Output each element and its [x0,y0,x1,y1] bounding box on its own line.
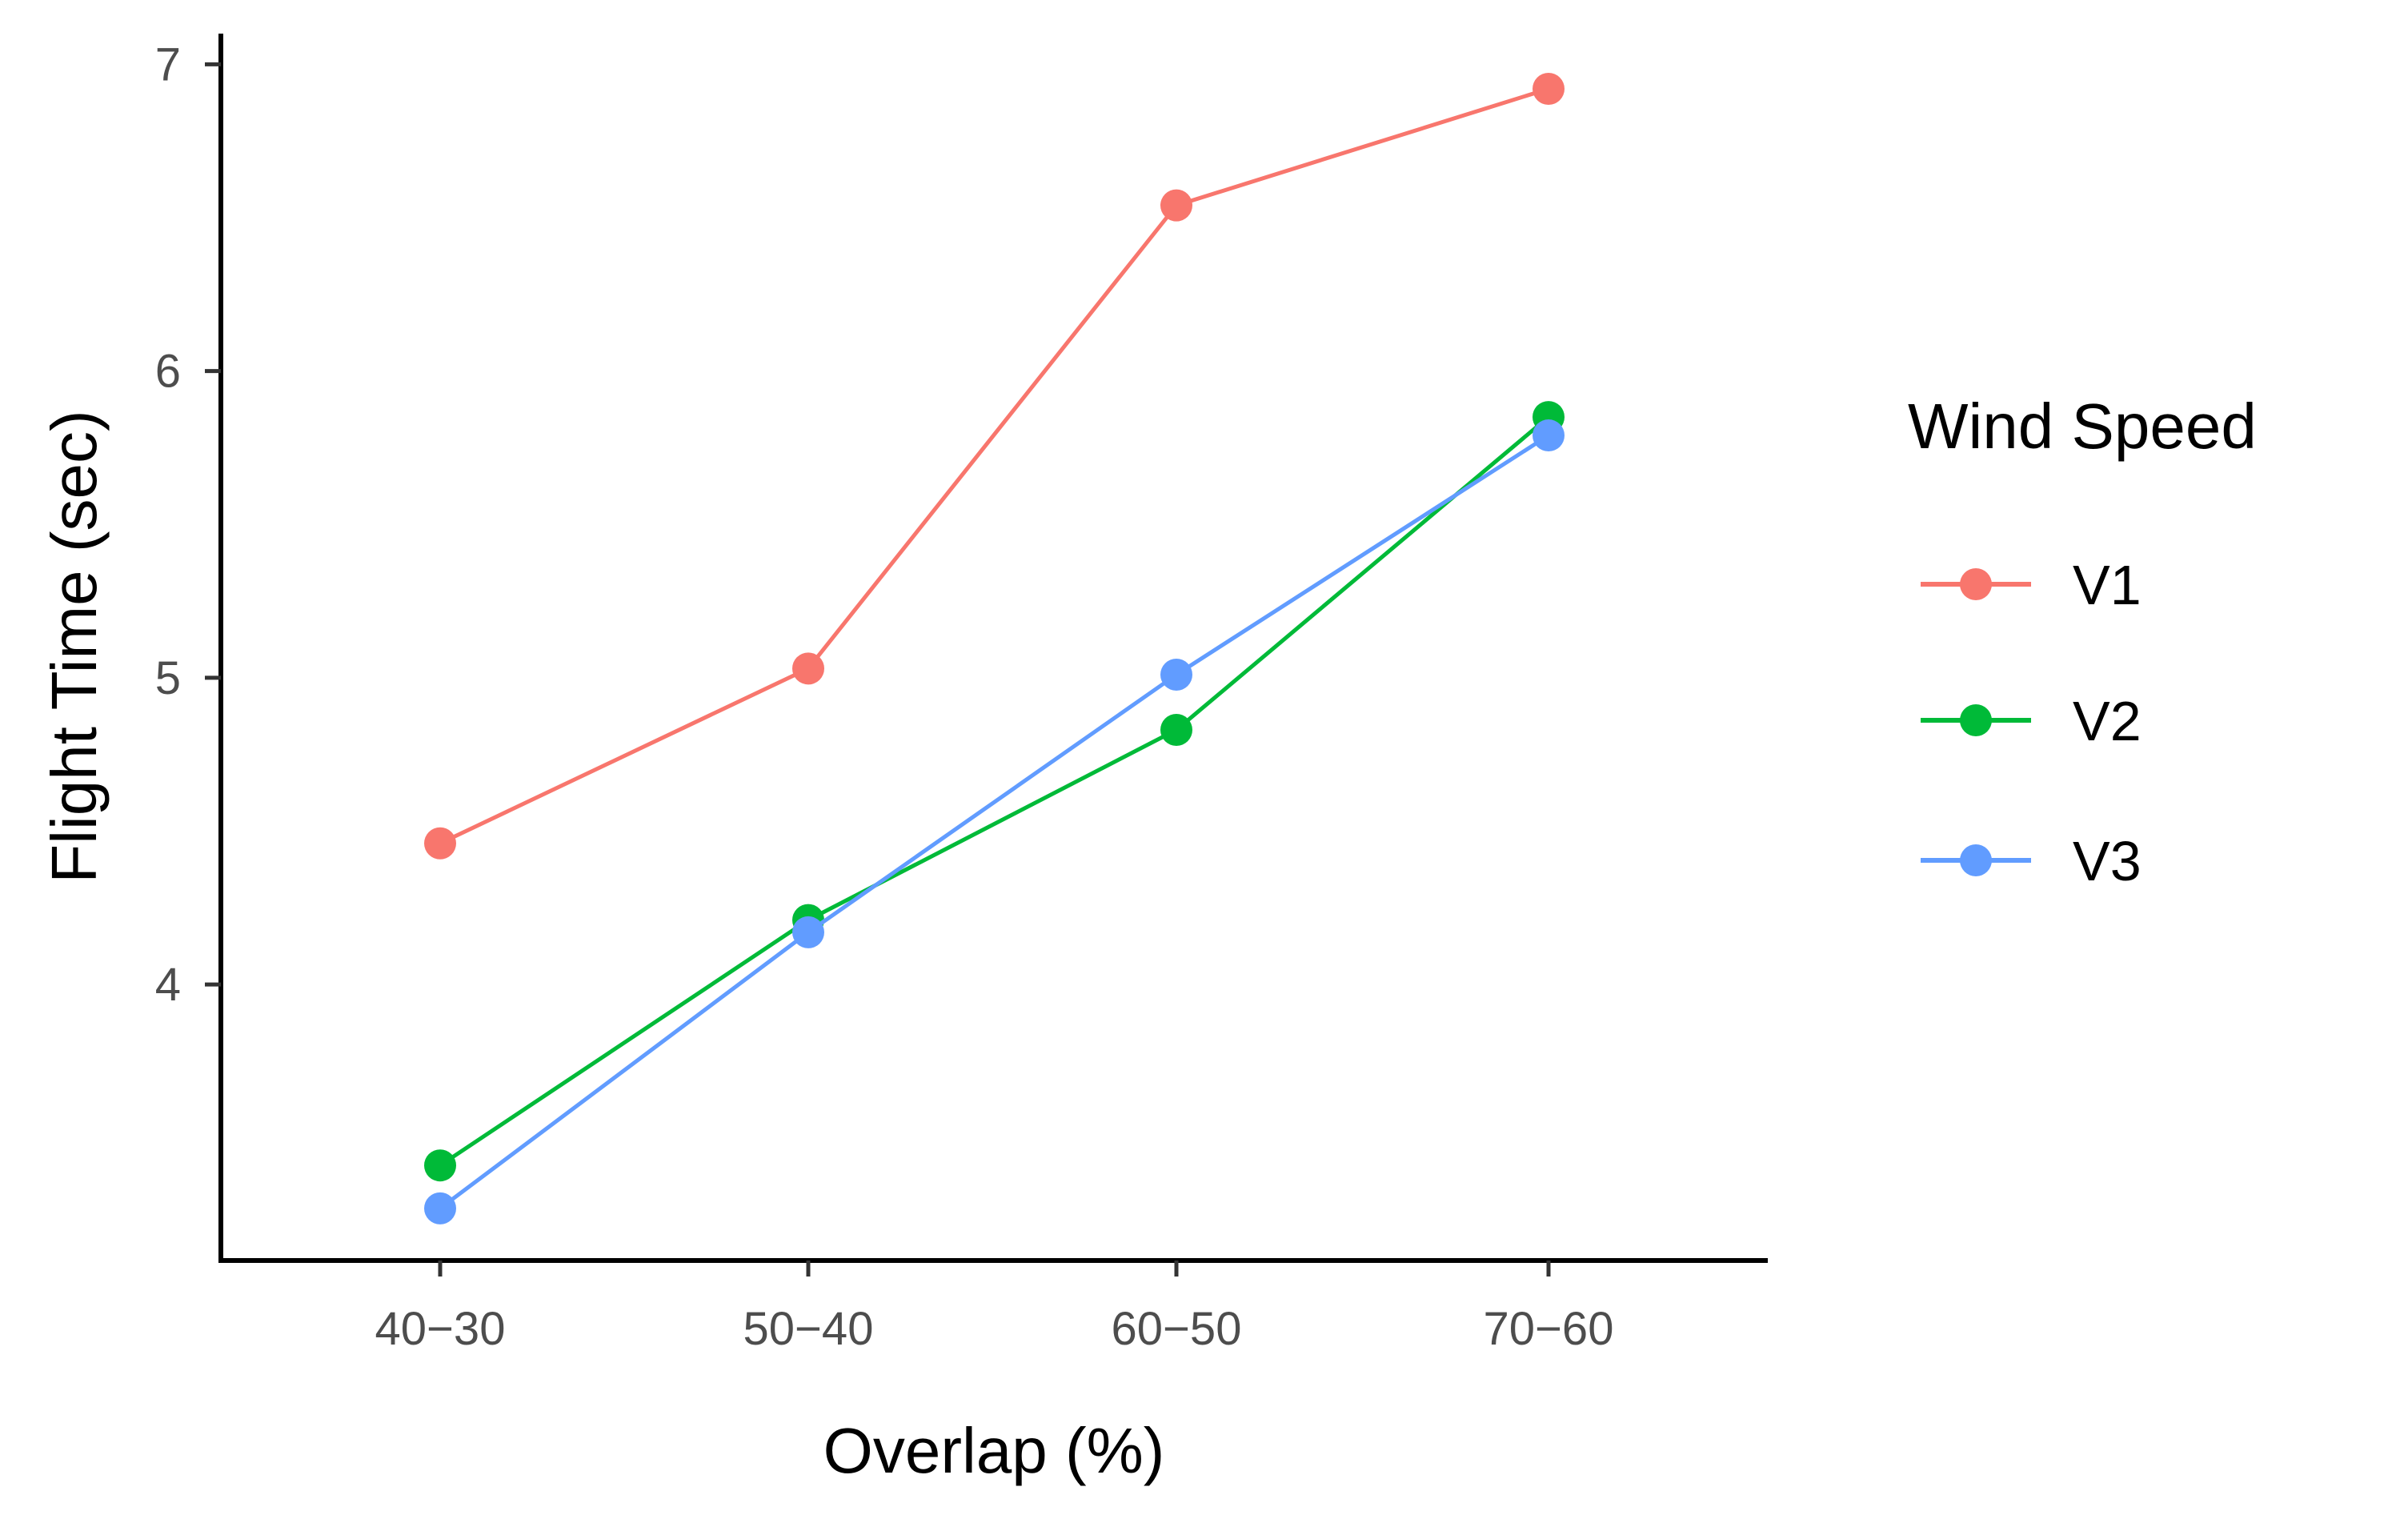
data-point [424,1149,456,1182]
legend-label: V2 [2073,690,2142,752]
data-point [792,652,824,685]
x-tick-label: 40−30 [375,1303,506,1355]
x-axis-title: Overlap (%) [823,1415,1165,1486]
y-axis-title: Flight Time (sec) [38,410,110,883]
x-tick-label: 70−60 [1484,1303,1614,1355]
x-tick-label: 50−40 [743,1303,874,1355]
data-point [792,916,824,948]
legend-item-v1: V1 [1921,554,2142,616]
y-tick-label: 6 [155,346,181,398]
series-v2 [424,401,1565,1182]
y-ticks: 4 5 6 7 [155,38,221,1011]
legend-label: V3 [2073,830,2142,892]
series-v1 [424,72,1565,860]
legend-key-point [1960,568,1992,600]
data-point [424,1192,456,1224]
y-tick-label: 5 [155,652,181,704]
legend-item-v2: V2 [1921,690,2142,752]
data-point [1160,658,1192,691]
series-line [439,433,1550,1210]
legend-label: V1 [2073,554,2142,616]
series-line [439,415,1550,1168]
x-ticks: 40−30 50−40 60−50 70−60 [375,1260,1614,1355]
legend: Wind Speed V1 V2 V3 [1908,391,2257,892]
x-tick-label: 60−50 [1112,1303,1242,1355]
series-v3 [424,419,1565,1224]
legend-items: V1 V2 V3 [1921,554,2142,892]
data-point [1533,72,1565,105]
data-point [1160,713,1192,746]
data-point [1533,419,1565,452]
legend-key-point [1960,844,1992,876]
legend-item-v3: V3 [1921,830,2142,892]
legend-title: Wind Speed [1908,391,2257,462]
y-tick-label: 7 [155,38,181,90]
data-point [424,827,456,860]
axes [218,34,1768,1263]
y-tick-label: 4 [155,959,181,1011]
legend-key-point [1960,704,1992,736]
series-line [439,86,1549,846]
series-layer [424,72,1565,1224]
data-point [1160,189,1192,222]
